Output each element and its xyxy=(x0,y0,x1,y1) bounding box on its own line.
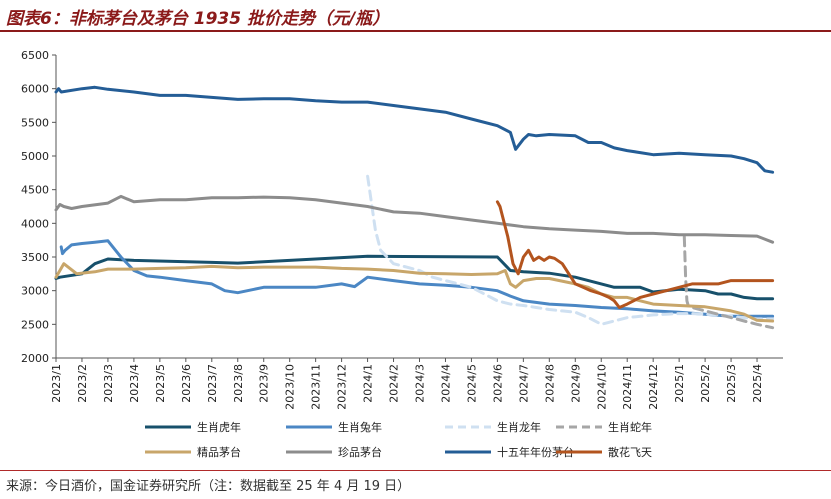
x-tick-label: 2023/11 xyxy=(310,364,323,410)
x-tick-label: 2023/12 xyxy=(336,364,349,410)
x-tick-label: 2023/10 xyxy=(284,364,297,410)
y-tick-label: 6500 xyxy=(21,49,49,62)
legend-label: 生肖虎年 xyxy=(197,420,241,434)
line-chart: 2000 2500 3000 3500 4000 4500 5000 5500 6000 6500… xyxy=(21,49,783,459)
series-line xyxy=(54,254,775,301)
x-tick-label: 2024/8 xyxy=(543,364,556,403)
x-tick-label: 2025/4 xyxy=(751,364,764,403)
x-tick-label: 2023/3 xyxy=(102,364,115,403)
legend-label: 散花飞天 xyxy=(608,445,652,459)
y-tick-label: 4500 xyxy=(21,184,49,197)
x-tick-label: 2023/7 xyxy=(206,364,219,403)
x-tick-label: 2023/9 xyxy=(258,364,271,403)
legend-label: 十五年年份茅台 xyxy=(497,445,574,459)
x-tick-label: 2024/4 xyxy=(439,364,452,403)
series-line xyxy=(366,174,775,326)
legend-label: 精品茅台 xyxy=(197,445,241,459)
title-divider xyxy=(0,30,831,32)
series-line xyxy=(59,239,775,318)
chart-title: 图表6：非标茅台及茅台 1935 批价走势（元/瓶） xyxy=(6,9,390,29)
y-tick-label: 5000 xyxy=(21,150,49,163)
source-note: 来源：今日酒价，国金证券研究所（注：数据截至 25 年 4 月 19 日） xyxy=(6,479,411,494)
x-tick-label: 2024/10 xyxy=(595,364,608,410)
footer-divider xyxy=(0,470,831,471)
y-tick-label: 4000 xyxy=(21,217,49,230)
legend-label: 珍品茅台 xyxy=(338,445,382,459)
x-tick-label: 2024/1 xyxy=(362,364,375,403)
y-tick-label: 3500 xyxy=(21,251,49,264)
legend-label: 生肖蛇年 xyxy=(608,420,652,434)
x-tick-label: 2023/5 xyxy=(154,364,167,403)
x-tick-label: 2024/5 xyxy=(465,364,478,403)
x-tick-label: 2025/2 xyxy=(699,364,712,403)
x-tick-label: 2023/6 xyxy=(180,364,193,403)
x-tick-label: 2024/6 xyxy=(491,364,504,403)
series-line xyxy=(495,200,775,309)
title-bar: 图表6：非标茅台及茅台 1935 批价走势（元/瓶） xyxy=(0,0,831,30)
x-tick-label: 2024/9 xyxy=(569,364,582,403)
legend-label: 生肖兔年 xyxy=(338,420,382,434)
series-line xyxy=(54,262,775,323)
x-tick-label: 2024/7 xyxy=(517,364,530,403)
x-tick-label: 2024/12 xyxy=(647,364,660,410)
x-tick-label: 2025/3 xyxy=(725,364,738,403)
series-line xyxy=(54,194,775,244)
x-tick-label: 2024/2 xyxy=(388,364,401,403)
x-tick-label: 2023/1 xyxy=(50,364,63,403)
y-tick-label: 6000 xyxy=(21,83,49,96)
legend-label: 生肖龙年 xyxy=(497,420,541,434)
x-tick-label: 2024/11 xyxy=(621,364,634,410)
series-line xyxy=(54,85,775,174)
y-tick-label: 5500 xyxy=(21,116,49,129)
x-tick-label: 2023/2 xyxy=(76,364,89,403)
x-tick-label: 2023/4 xyxy=(128,364,141,403)
x-tick-label: 2025/1 xyxy=(673,364,686,403)
x-tick-label: 2023/8 xyxy=(232,364,245,403)
x-tick-label: 2024/3 xyxy=(414,364,427,403)
y-tick-label: 2500 xyxy=(21,318,49,331)
y-tick-label: 3000 xyxy=(21,285,49,298)
y-tick-label: 2000 xyxy=(21,352,49,365)
